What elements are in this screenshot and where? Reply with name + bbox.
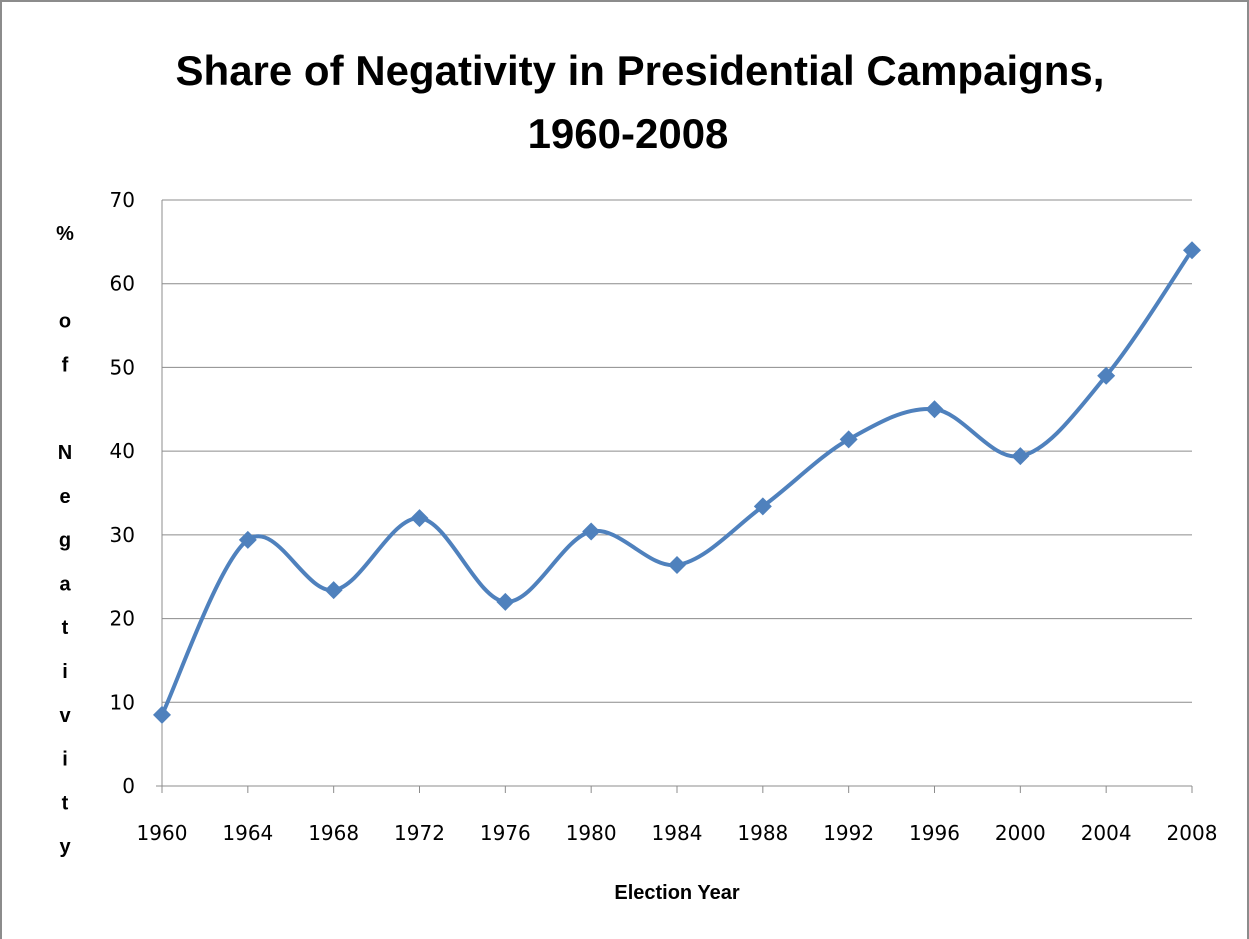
y-axis-title-char: t [62, 617, 69, 639]
data-point-marker [496, 592, 515, 611]
gridlines [156, 199, 1193, 793]
x-tick-label: 1984 [652, 821, 703, 845]
x-tick-label: 1960 [137, 821, 188, 845]
y-axis-title-char: a [59, 573, 71, 595]
x-tick-label: 1964 [222, 821, 273, 845]
data-point-marker [839, 430, 858, 449]
y-axis-title-char: o [59, 311, 71, 333]
y-tick-label: 70 [110, 188, 135, 212]
x-tick-label: 1976 [480, 821, 531, 845]
x-tick-label: 1988 [737, 821, 788, 845]
y-tick-labels: 0 10 20 30 40 50 60 70 [110, 188, 135, 798]
y-axis-title-char: f [62, 354, 69, 376]
data-point-marker [153, 705, 171, 724]
data-point-marker [1011, 447, 1030, 466]
x-tick-label: 1968 [308, 821, 359, 845]
data-point-marker [238, 530, 257, 549]
data-point-marker [582, 522, 601, 541]
y-tick-label: 60 [110, 272, 135, 296]
y-axis-title-char: e [59, 486, 70, 508]
x-tick-label: 1972 [394, 821, 445, 845]
y-tick-label: 10 [110, 690, 135, 714]
y-axis-title-char: i [62, 661, 68, 683]
chart-title-line-2: 1960-2008 [528, 110, 729, 157]
x-tick-label: 1980 [566, 821, 617, 845]
series-line [160, 249, 1194, 716]
x-tick-label: 1992 [823, 821, 874, 845]
data-point-marker [410, 509, 429, 528]
y-axis-title-char: t [62, 792, 69, 814]
data-markers [153, 241, 1201, 724]
x-tick-labels: 1960 1964 1968 1972 1976 1980 1984 1988 1992 1996… [137, 821, 1218, 845]
y-axis-title-char: N [58, 442, 72, 464]
x-tick-label: 2008 [1167, 821, 1218, 845]
data-point-marker [668, 555, 686, 574]
x-tick-label: 1996 [909, 821, 960, 845]
y-tick-label: 0 [122, 774, 135, 798]
x-axis-title: Election Year [614, 882, 739, 904]
y-tick-label: 50 [110, 355, 135, 379]
data-point-marker [1183, 241, 1201, 260]
y-axis-title-char: i [62, 749, 68, 771]
data-point-marker [1097, 366, 1116, 385]
x-tick-label: 2004 [1081, 821, 1132, 845]
x-tick-label: 2000 [995, 821, 1046, 845]
y-tick-label: 20 [110, 607, 135, 631]
data-point-marker [753, 497, 772, 516]
data-point-marker [324, 581, 343, 600]
y-axis-title-char: v [59, 705, 71, 727]
data-point-marker [925, 400, 944, 419]
y-axis-title-char: g [59, 530, 71, 552]
y-axis-title-char: y [59, 836, 71, 858]
y-axis-title-char: % [56, 223, 74, 245]
y-tick-label: 40 [110, 439, 135, 463]
chart-title-line-1: Share of Negativity in Presidential Camp… [176, 47, 1105, 94]
y-tick-label: 30 [110, 523, 135, 547]
